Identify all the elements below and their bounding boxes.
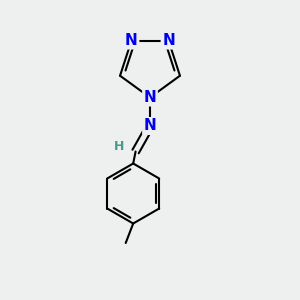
Text: N: N	[125, 33, 138, 48]
Text: N: N	[144, 90, 156, 105]
Text: H: H	[114, 140, 124, 153]
Text: N: N	[162, 33, 175, 48]
Text: N: N	[144, 118, 156, 134]
